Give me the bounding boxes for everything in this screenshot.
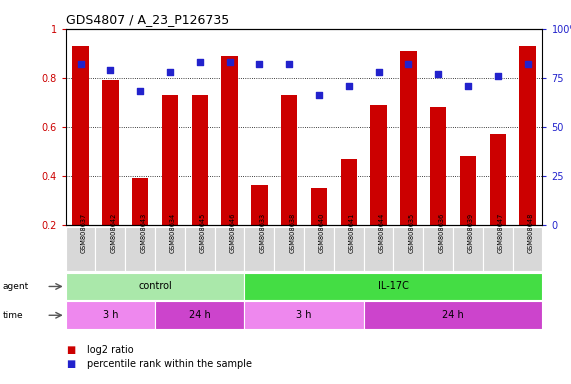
- Bar: [125, 227, 155, 271]
- Bar: [95, 227, 125, 271]
- Point: [135, 88, 144, 94]
- Text: GSM808645: GSM808645: [200, 213, 206, 253]
- Text: GDS4807 / A_23_P126735: GDS4807 / A_23_P126735: [66, 13, 229, 26]
- Point: [225, 59, 234, 65]
- Text: GSM808634: GSM808634: [170, 213, 176, 253]
- Point: [166, 69, 175, 75]
- Point: [374, 69, 383, 75]
- Point: [106, 67, 115, 73]
- Text: GSM808637: GSM808637: [81, 213, 87, 253]
- Bar: [132, 178, 148, 225]
- Text: control: control: [138, 281, 172, 291]
- Text: GSM808638: GSM808638: [289, 213, 295, 253]
- Bar: [489, 134, 506, 225]
- Bar: [66, 301, 155, 329]
- Text: 3 h: 3 h: [296, 310, 312, 320]
- Point: [464, 83, 473, 89]
- Bar: [430, 107, 447, 225]
- Text: ■: ■: [66, 345, 75, 355]
- Bar: [155, 301, 244, 329]
- Text: 24 h: 24 h: [189, 310, 211, 320]
- Bar: [371, 105, 387, 225]
- Bar: [400, 51, 417, 225]
- Bar: [215, 227, 244, 271]
- Text: GSM808647: GSM808647: [498, 213, 504, 253]
- Bar: [281, 95, 297, 225]
- Bar: [66, 227, 95, 271]
- Point: [195, 59, 204, 65]
- Bar: [340, 159, 357, 225]
- Text: IL-17C: IL-17C: [378, 281, 409, 291]
- Point: [255, 61, 264, 67]
- Point: [315, 92, 324, 98]
- Point: [523, 61, 532, 67]
- Bar: [244, 273, 542, 300]
- Text: GSM808635: GSM808635: [408, 213, 415, 253]
- Bar: [520, 46, 536, 225]
- Point: [404, 61, 413, 67]
- Bar: [393, 227, 423, 271]
- Bar: [102, 80, 119, 225]
- Point: [344, 83, 353, 89]
- Text: GSM808633: GSM808633: [259, 213, 266, 253]
- Text: time: time: [2, 311, 23, 320]
- Text: GSM808648: GSM808648: [528, 213, 533, 253]
- Bar: [155, 227, 185, 271]
- Bar: [364, 301, 542, 329]
- Point: [76, 61, 85, 67]
- Bar: [162, 95, 178, 225]
- Bar: [73, 46, 89, 225]
- Bar: [364, 227, 393, 271]
- Bar: [66, 273, 244, 300]
- Bar: [311, 188, 327, 225]
- Text: GSM808636: GSM808636: [438, 213, 444, 253]
- Bar: [185, 227, 215, 271]
- Bar: [483, 227, 513, 271]
- Bar: [274, 227, 304, 271]
- Text: GSM808639: GSM808639: [468, 213, 474, 253]
- Text: GSM808644: GSM808644: [379, 213, 384, 253]
- Bar: [513, 227, 542, 271]
- Bar: [460, 156, 476, 225]
- Bar: [251, 185, 268, 225]
- Bar: [222, 56, 238, 225]
- Bar: [191, 95, 208, 225]
- Text: ■: ■: [66, 359, 75, 369]
- Text: log2 ratio: log2 ratio: [87, 345, 134, 355]
- Bar: [453, 227, 483, 271]
- Point: [284, 61, 293, 67]
- Point: [433, 71, 443, 77]
- Bar: [244, 301, 364, 329]
- Bar: [244, 227, 274, 271]
- Text: percentile rank within the sample: percentile rank within the sample: [87, 359, 252, 369]
- Text: 24 h: 24 h: [442, 310, 464, 320]
- Bar: [423, 227, 453, 271]
- Text: 3 h: 3 h: [103, 310, 118, 320]
- Bar: [304, 227, 334, 271]
- Bar: [334, 227, 364, 271]
- Point: [493, 73, 502, 79]
- Text: GSM808640: GSM808640: [319, 213, 325, 253]
- Text: agent: agent: [2, 282, 29, 291]
- Text: GSM808643: GSM808643: [140, 213, 146, 253]
- Text: GSM808646: GSM808646: [230, 213, 236, 253]
- Text: GSM808642: GSM808642: [110, 213, 116, 253]
- Text: GSM808641: GSM808641: [349, 213, 355, 253]
